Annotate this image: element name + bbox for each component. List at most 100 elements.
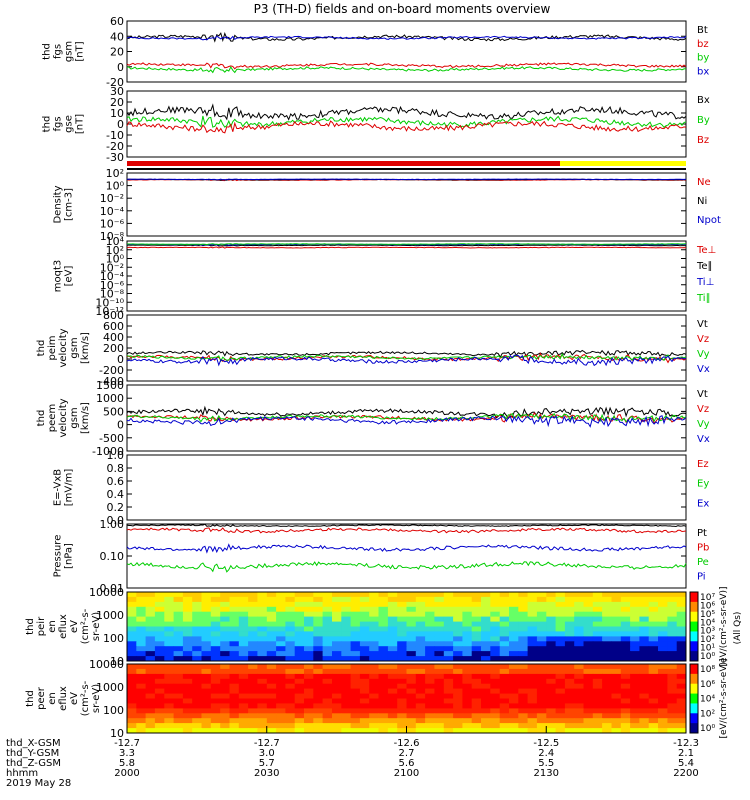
heatmap-cell	[630, 728, 640, 734]
heatmap-cell	[145, 656, 156, 662]
heatmap-cell	[555, 688, 566, 694]
y-axis-label: [km/s]	[80, 332, 91, 364]
heatmap-cell	[238, 631, 249, 637]
heatmap-cell	[127, 688, 137, 694]
heatmap-cell	[425, 678, 435, 685]
heatmap-cell	[546, 683, 557, 690]
heatmap-cell	[248, 698, 258, 704]
heatmap-cell	[490, 596, 501, 603]
heatmap-cell	[257, 641, 268, 647]
heatmap-cell	[136, 718, 147, 724]
colorbar-frame	[689, 591, 699, 662]
heatmap-cell	[443, 678, 454, 685]
heatmap-cell	[564, 601, 575, 608]
heatmap-cell	[378, 713, 389, 719]
heatmap-cell	[276, 708, 286, 714]
heatmap-cell	[518, 693, 529, 699]
heatmap-cell	[322, 703, 333, 709]
heatmap-cell	[434, 708, 445, 714]
heatmap-cell	[462, 636, 473, 642]
heatmap-cell	[369, 678, 379, 685]
heatmap-cell	[676, 631, 687, 637]
heatmap-cell	[145, 678, 156, 685]
heatmap-cell	[481, 673, 491, 680]
heatmap-cell	[313, 631, 324, 637]
heatmap-cell	[555, 611, 566, 618]
heatmap-cell	[359, 592, 370, 598]
heatmap-cell	[359, 656, 370, 662]
heatmap-cell	[574, 651, 584, 657]
heatmap-cell	[304, 698, 314, 704]
heatmap-cell	[462, 708, 473, 714]
colorbar-tick: 10¹	[700, 644, 715, 654]
heatmap-cell	[136, 596, 147, 603]
heatmap-cell	[481, 611, 491, 618]
heatmap-cell	[332, 656, 342, 662]
heatmap-cell	[639, 688, 650, 694]
heatmap-cell	[509, 631, 519, 637]
heatmap-cell	[574, 698, 584, 704]
heatmap-cell	[276, 592, 286, 598]
heatmap-cell	[201, 718, 212, 724]
heatmap-cell	[192, 621, 202, 627]
y-axis-label: en	[47, 620, 58, 633]
heatmap-cell	[266, 601, 277, 608]
colorbar-segment	[690, 673, 698, 685]
heatmap-cell	[350, 708, 361, 714]
heatmap-cell	[210, 611, 221, 618]
ytick-label: 10	[110, 727, 124, 740]
heatmap-cell	[229, 718, 240, 724]
trace-bx	[126, 103, 687, 121]
heatmap-cell	[564, 718, 575, 724]
heatmap-cell	[164, 592, 175, 598]
heatmap-cell	[322, 728, 333, 734]
heatmap-cell	[630, 621, 640, 627]
ytick-label: -500	[99, 432, 124, 445]
heatmap-cell	[527, 646, 538, 652]
heatmap-cell	[229, 621, 240, 627]
heatmap-cell	[182, 683, 193, 690]
heatmap-cell	[220, 664, 230, 670]
heatmap-cell	[332, 723, 342, 729]
heatmap-cell	[425, 616, 435, 622]
trace-bx	[126, 35, 687, 41]
heatmap-cell	[611, 611, 622, 618]
heatmap-cell	[257, 626, 268, 632]
heatmap-cell	[341, 708, 352, 714]
ytick-label: 10⁻⁸	[100, 288, 125, 301]
heatmap-cell	[527, 668, 538, 675]
heatmap-cell	[378, 631, 389, 637]
heatmap-cell	[667, 606, 678, 613]
trace-pb	[126, 527, 687, 534]
heatmap-cell	[220, 592, 230, 598]
heatmap-cell	[555, 698, 566, 704]
heatmap-cell	[518, 656, 529, 662]
heatmap-cell	[304, 683, 314, 690]
heatmap-cell	[574, 656, 584, 662]
heatmap-cell	[527, 596, 538, 603]
trace-by	[127, 65, 687, 74]
heatmap-cell	[602, 651, 612, 657]
heatmap-cell	[201, 678, 212, 685]
heatmap-cell	[173, 646, 184, 652]
heatmap-cell	[154, 631, 165, 637]
heatmap-cell	[136, 688, 147, 694]
heatmap-cell	[527, 601, 538, 608]
x-tick-label: 5.6	[399, 758, 415, 769]
heatmap-cell	[127, 723, 137, 729]
heatmap-cell	[238, 646, 249, 652]
heatmap-cell	[639, 718, 650, 724]
heatmap-cell	[332, 596, 342, 603]
heatmap-cell	[611, 678, 622, 685]
heatmap-cell	[471, 621, 482, 627]
heatmap-cell	[136, 616, 147, 622]
heatmap-cell	[192, 664, 202, 670]
heatmap-cell	[415, 616, 426, 622]
heatmap-cell	[648, 592, 659, 598]
heatmap-cell	[369, 708, 379, 714]
heatmap-cell	[667, 621, 678, 627]
heatmap-cell	[630, 611, 640, 618]
heatmap-cell	[481, 713, 491, 719]
